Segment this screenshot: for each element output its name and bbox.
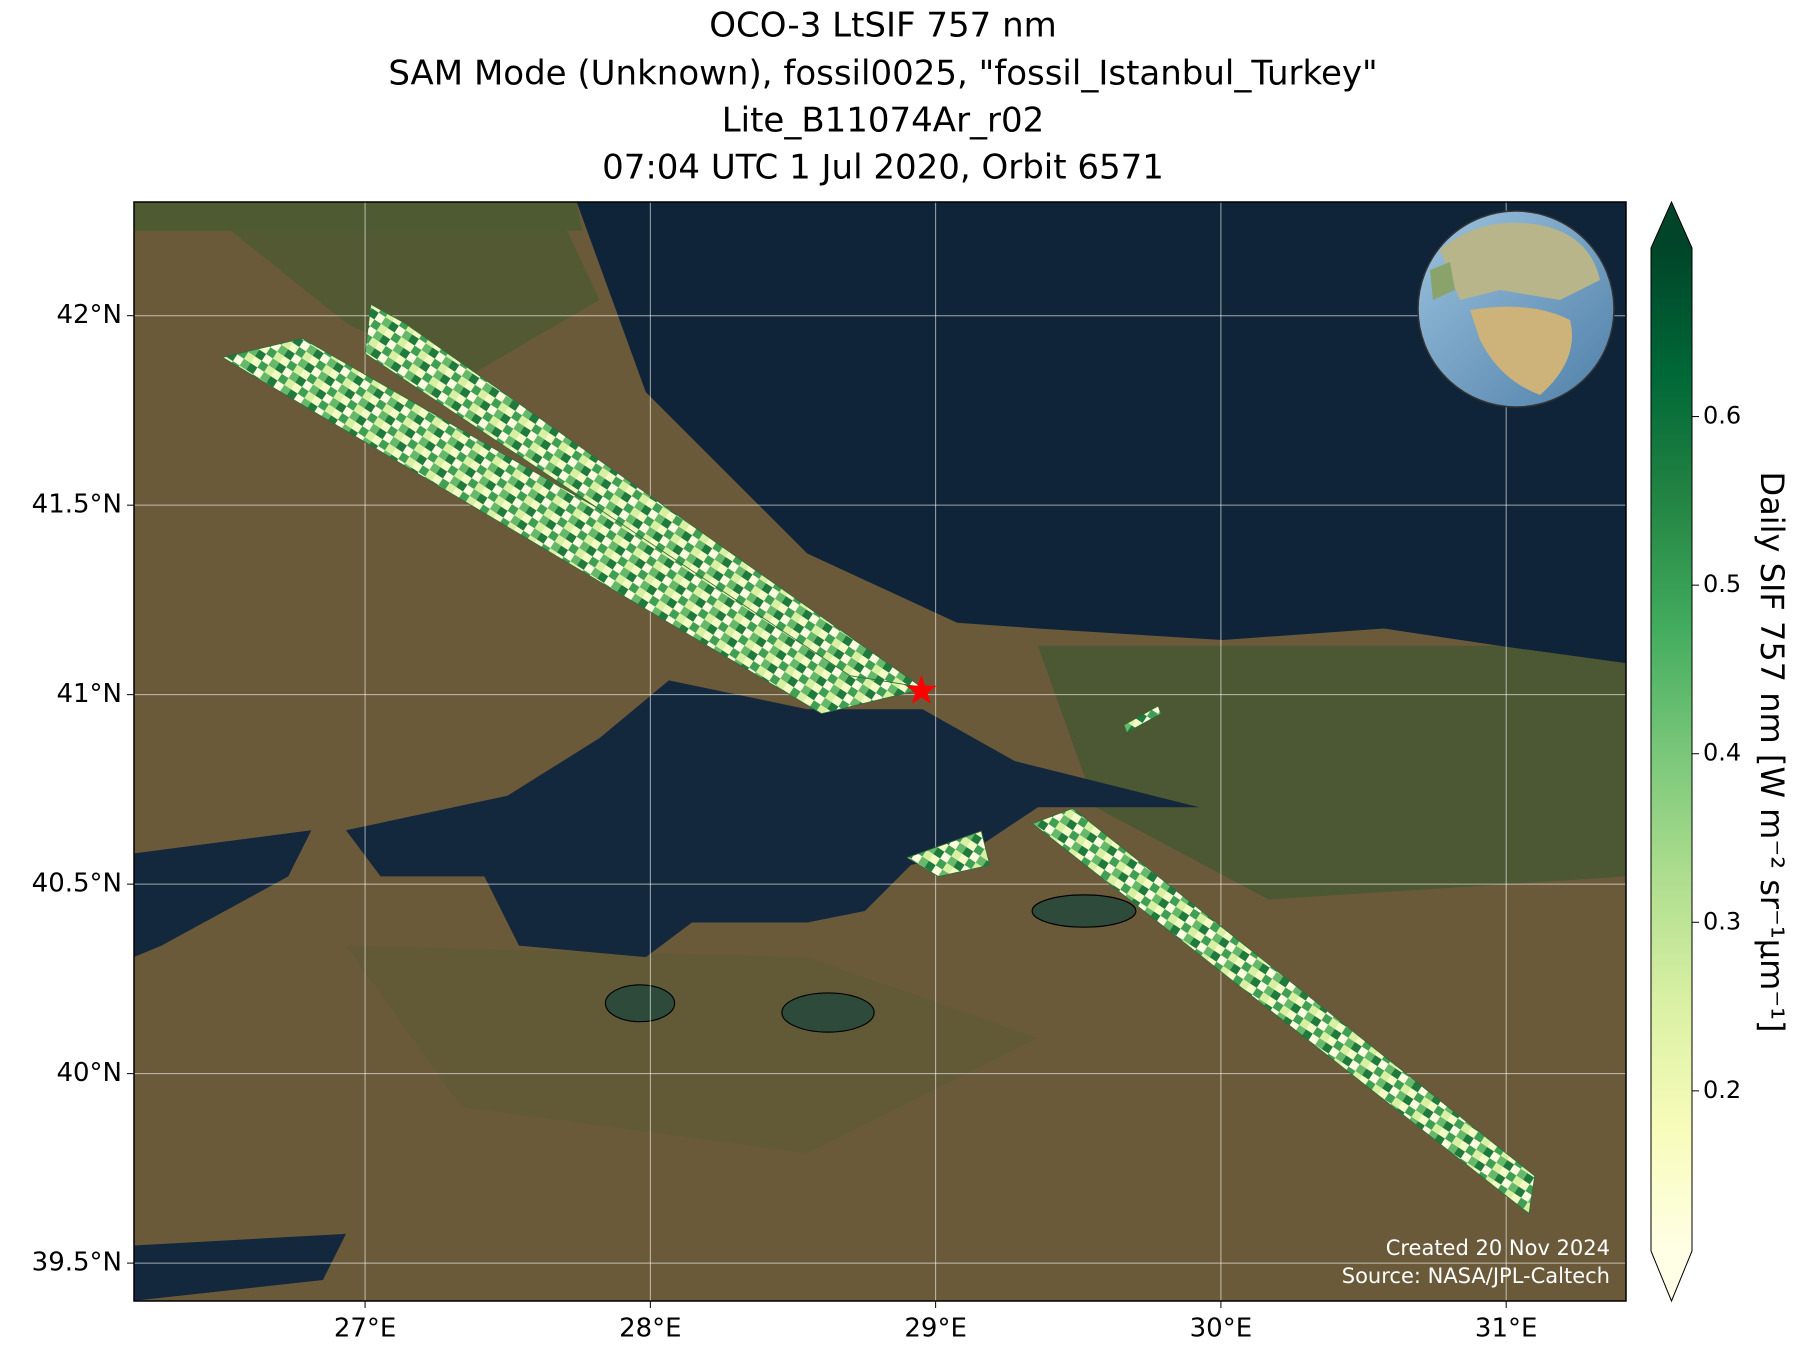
x-tick-label: 27°E [334,1314,397,1344]
black-sea [576,202,1626,664]
credit: Source: NASA/JPL-Caltech [1342,1264,1610,1288]
title-line: SAM Mode (Unknown), fossil0025, "fossil_… [388,54,1377,94]
colorbar-tick-label: 0.5 [1703,570,1741,598]
colorbar-tick-label: 0.6 [1703,402,1741,430]
colorbar-label: Daily SIF 757 nm [W m⁻² sr⁻¹μm⁻¹] [1753,472,1791,1033]
y-tick-label: 42°N [56,300,122,330]
swath [1123,705,1162,734]
y-tick-label: 41°N [56,679,122,709]
x-tick-label: 31°E [1475,1314,1538,1344]
swaths [221,303,1536,1215]
target-marker [906,674,937,704]
swath [364,303,922,688]
marks [906,674,937,704]
x-tick-label: 29°E [904,1314,967,1344]
y-tick-label: 39.5°N [32,1248,122,1278]
y-tick-label: 40.5°N [32,869,122,899]
terrain [134,202,1626,1301]
colorbar-outline [1650,200,1693,1303]
credit: Created 20 Nov 2024 [1386,1236,1610,1260]
colorbar-extend-bottom [1651,1251,1692,1301]
map-frame [133,201,1627,1302]
colorbar: 0.2 0.3 0.4 0.5 0.6 Daily SIF 757 nm [W m⁻² s… [1650,200,1791,1303]
y-tick-label: 40°N [56,1058,122,1088]
sea [134,1233,346,1301]
title-line: OCO-3 LtSIF 757 nm [709,6,1057,46]
colorbar-tick-label: 0.3 [1703,907,1741,935]
colorbar-tick-label: 0.2 [1703,1076,1741,1104]
sea [134,830,312,958]
title-line: Lite_B11074Ar_r02 [722,101,1045,141]
y-tick-label: 41.5°N [32,490,122,520]
swath [1031,807,1536,1215]
colorbar-body [1651,248,1692,1251]
x-tick-label: 28°E [619,1314,682,1344]
sea-of-marmara [345,680,1200,958]
colorbar-extend-top [1651,202,1692,248]
x-tick-label: 30°E [1190,1314,1253,1344]
globe-inset [1417,210,1615,408]
swath [906,830,991,877]
title-line: 07:04 UTC 1 Jul 2020, Orbit 6571 [602,148,1164,188]
colorbar-tick-label: 0.4 [1703,739,1741,767]
basemap [134,202,1626,1301]
